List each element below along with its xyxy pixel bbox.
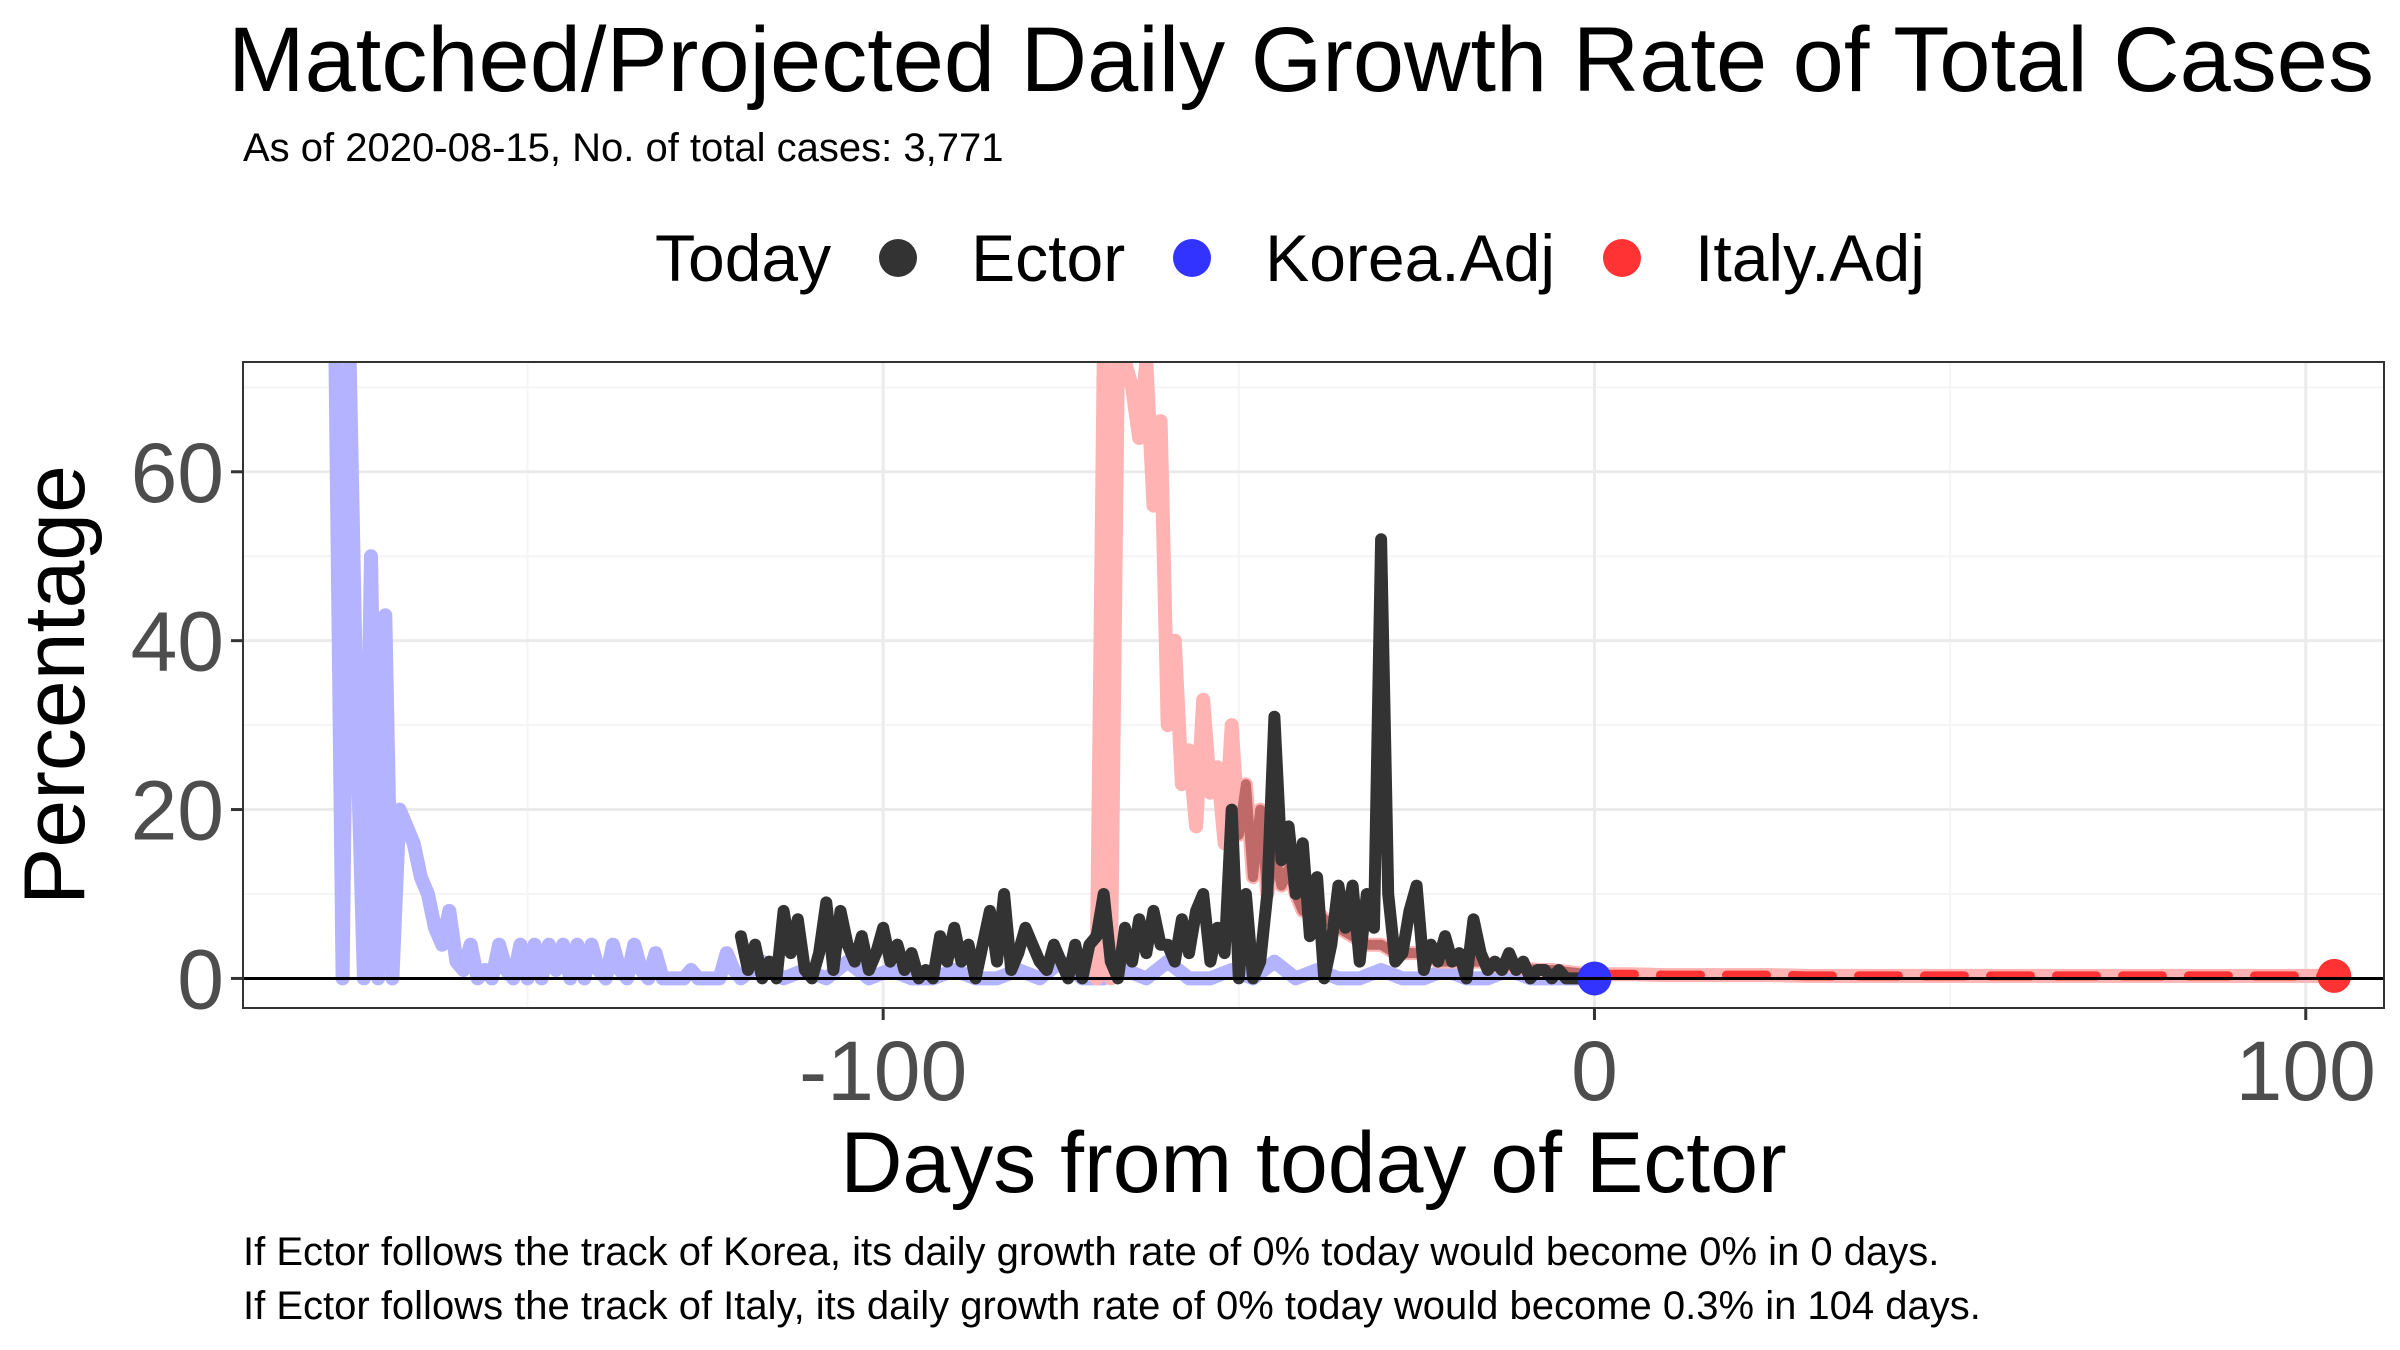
legend-key-italy (1603, 239, 1642, 277)
y-tick-label: 60 (131, 426, 224, 520)
legend-item-italy: Italy.Adj (1603, 220, 1925, 296)
legend-label-korea: Korea.Adj (1265, 221, 1556, 295)
legend-key-ector (879, 239, 918, 277)
y-tick-label: 40 (131, 595, 224, 689)
legend-label-ector: Ector (971, 221, 1126, 295)
series-point-italy-adj (2317, 958, 2352, 993)
series-projection-italy (1590, 969, 2339, 981)
legend-item-korea: Korea.Adj (1173, 220, 1555, 296)
y-axis-title: Percentage (7, 465, 103, 905)
x-tick-label: 100 (2236, 1024, 2376, 1118)
caption-italy: If Ector follows the track of Italy, its… (243, 1284, 1981, 1328)
series-line-ector (734, 533, 1601, 985)
legend: Today Ector Korea.Adj Italy.Adj (655, 218, 1973, 298)
legend-title: Today (655, 221, 832, 295)
x-axis-title: Days from today of Ector (840, 1115, 1786, 1211)
x-tick-label: 0 (1571, 1024, 1618, 1118)
legend-key-korea (1173, 239, 1212, 277)
chart-subtitle: As of 2020-08-15, No. of total cases: 3,… (243, 126, 1004, 170)
x-tick-label: -100 (799, 1024, 967, 1118)
y-tick-label: 20 (131, 764, 224, 858)
panel-border (242, 361, 2385, 1009)
legend-item-ector: Ector (879, 220, 1125, 296)
caption-korea: If Ector follows the track of Korea, its… (243, 1230, 1940, 1274)
y-tick-label: 0 (177, 932, 224, 1026)
legend-label-italy: Italy.Adj (1695, 221, 1925, 295)
chart-title: Matched/Projected Daily Growth Rate of T… (228, 9, 2374, 111)
